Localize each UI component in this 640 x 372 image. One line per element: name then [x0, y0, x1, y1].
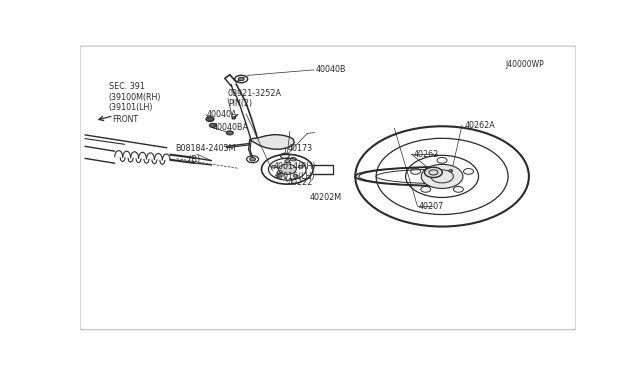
Circle shape — [298, 165, 303, 168]
Circle shape — [250, 157, 255, 161]
Text: B08184-2405M
     (B): B08184-2405M (B) — [176, 144, 236, 164]
FancyBboxPatch shape — [80, 46, 576, 330]
Polygon shape — [250, 135, 294, 149]
Circle shape — [285, 160, 290, 163]
Circle shape — [271, 165, 276, 168]
Circle shape — [238, 77, 244, 81]
Text: 40014(RH)
40015(LH): 40014(RH) 40015(LH) — [273, 161, 316, 181]
Circle shape — [209, 124, 216, 128]
Text: 08921-3252A
PIN(2): 08921-3252A PIN(2) — [228, 89, 282, 108]
Text: 40202M: 40202M — [309, 193, 341, 202]
Text: FRONT: FRONT — [112, 115, 138, 124]
Circle shape — [424, 167, 442, 177]
Text: 40262A: 40262A — [465, 121, 495, 130]
Text: 40040A: 40040A — [207, 110, 237, 119]
Text: 40040BA: 40040BA — [213, 123, 249, 132]
Text: 40222: 40222 — [287, 178, 313, 187]
Circle shape — [449, 170, 452, 172]
Text: 40207: 40207 — [419, 202, 444, 211]
Circle shape — [278, 164, 296, 174]
Text: SEC. 391
(39100M(RH)
(39101(LH): SEC. 391 (39100M(RH) (39101(LH) — [109, 83, 161, 112]
Circle shape — [276, 174, 282, 177]
Circle shape — [293, 174, 298, 177]
Circle shape — [421, 164, 463, 189]
Circle shape — [206, 117, 214, 121]
Text: 40262: 40262 — [413, 150, 438, 158]
Text: J40000WP: J40000WP — [505, 60, 544, 68]
Text: 40173: 40173 — [287, 144, 312, 153]
Circle shape — [227, 131, 233, 135]
Text: 40040B: 40040B — [316, 65, 346, 74]
Circle shape — [232, 117, 236, 119]
